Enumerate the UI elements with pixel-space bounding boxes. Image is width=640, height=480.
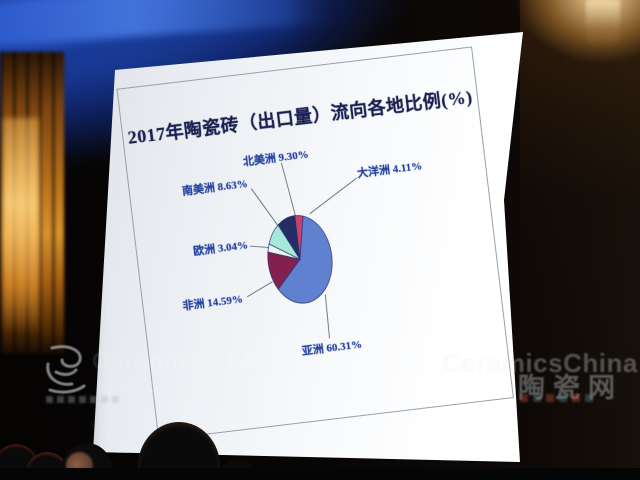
pie-slices (267, 215, 333, 304)
callout-line-north-america (281, 162, 297, 219)
slide: 2017年陶瓷砖（出口量）流向各地比例(%) 北美洲 9.30% 大洋洲 4.1… (93, 32, 523, 462)
callout-line-asia (324, 294, 330, 339)
callout-line-oceania (309, 177, 357, 215)
callout-line-south-america (250, 188, 283, 233)
ceiling-lamp-glow (517, 0, 640, 62)
pie-chart (246, 162, 357, 339)
ceiling-lamp-icon (586, 0, 620, 48)
pie-slice-5 (277, 215, 301, 260)
callout-line-africa (246, 281, 273, 298)
warm-wall-light-core (3, 118, 39, 333)
projection-screen: 2017年陶瓷砖（出口量）流向各地比例(%) 北美洲 9.30% 大洋洲 4.1… (93, 32, 523, 462)
warm-right-tint (520, 0, 640, 480)
bottom-shadow (0, 468, 640, 480)
pie-slice-1 (277, 215, 333, 304)
